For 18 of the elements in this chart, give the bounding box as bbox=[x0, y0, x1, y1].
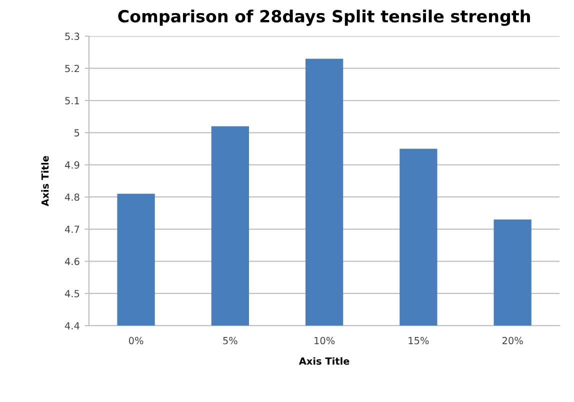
y-tick-label: 5.3 bbox=[65, 32, 80, 40]
y-tick-label: 4.4 bbox=[64, 322, 80, 330]
x-tick-label: 10% bbox=[314, 336, 335, 344]
x-tick-label: 0% bbox=[128, 336, 144, 344]
x-tick-label: 20% bbox=[502, 336, 523, 344]
y-tick-label: 4.9 bbox=[64, 161, 80, 169]
chart-title: Comparison of 28days Split tensile strength bbox=[118, 10, 530, 26]
y-tick-label: 4.6 bbox=[64, 258, 80, 266]
y-axis-title: Axis Title bbox=[41, 156, 49, 206]
x-axis-title: Axis Title bbox=[298, 357, 350, 365]
y-tick-label: 5 bbox=[74, 129, 80, 136]
y-tick-label: 4.5 bbox=[64, 290, 80, 298]
x-tick-label: 15% bbox=[408, 336, 429, 344]
x-tick-label: 5% bbox=[223, 336, 238, 344]
y-tick-label: 4.8 bbox=[64, 193, 80, 201]
y-tick-label: 5.2 bbox=[65, 64, 79, 72]
y-tick-label: 5.1 bbox=[65, 97, 80, 104]
y-tick-label: 4.7 bbox=[64, 226, 80, 233]
